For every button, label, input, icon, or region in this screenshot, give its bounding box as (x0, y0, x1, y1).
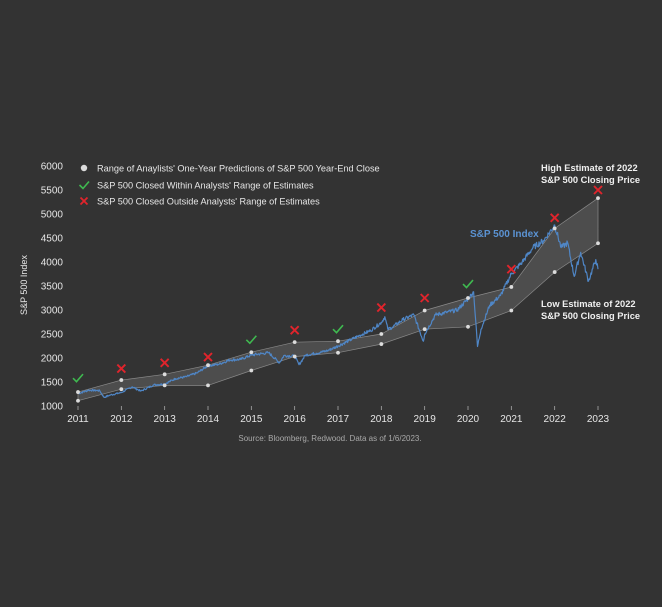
y-tick-label: 6000 (41, 162, 64, 173)
x-tick-label: 2021 (500, 414, 523, 425)
outside-range-cross-icon (116, 363, 127, 374)
high-estimate-dot (596, 196, 600, 201)
high-estimate-dot (552, 226, 557, 231)
x-tick-label: 2014 (197, 414, 220, 425)
x-tick-label: 2017 (327, 414, 350, 425)
x-tick-label: 2013 (154, 414, 177, 425)
high-estimate-dot (509, 285, 514, 289)
outside-range-cross-icon (506, 264, 517, 274)
within-range-check-icon (462, 279, 474, 289)
low-estimate-dot (249, 368, 254, 373)
high-estimate-dot (292, 340, 297, 345)
source-note: Source: Bloomberg, Redwood. Data as of 1… (238, 434, 421, 443)
outside-range-cross-icon (593, 185, 603, 195)
outside-range-cross-icon (419, 293, 430, 303)
legend-cross-icon (79, 196, 89, 206)
x-tick-label: 2015 (240, 414, 263, 425)
low-estimate-dot (379, 342, 384, 346)
outcome-marker-layer (72, 185, 603, 383)
x-tick-label: 2022 (544, 414, 567, 425)
low-estimate-dot (466, 324, 470, 329)
y-tick-label: 4500 (41, 234, 64, 245)
x-tick-label: 2019 (414, 414, 437, 425)
y-tick-label: 1000 (41, 402, 64, 413)
legend-outside-label: S&P 500 Closed Outside Analysts' Range o… (97, 197, 320, 207)
high-estimate-dot (76, 390, 80, 394)
high-estimate-label-line2: S&P 500 Closing Price (541, 175, 640, 185)
low-estimate-dot (119, 387, 124, 392)
legend-range-label: Range of Anaylists' One-Year Predictions… (97, 164, 380, 174)
high-estimate-dot (119, 378, 124, 382)
outside-range-cross-icon (289, 325, 300, 335)
low-estimate-dot (422, 327, 427, 332)
high-estimate-label-line1: High Estimate of 2022 (541, 163, 638, 173)
high-estimate-dot (336, 339, 340, 344)
high-estimate-dot (379, 332, 384, 336)
x-tick-label: 2020 (457, 414, 480, 425)
high-estimate-dot (422, 308, 427, 313)
x-tick-label: 2012 (110, 414, 133, 425)
y-axis-title: S&P 500 Index (19, 255, 29, 315)
legend-check-icon (78, 180, 90, 190)
low-estimate-dot (292, 354, 297, 359)
y-tick-label: 5000 (41, 210, 64, 221)
high-estimate-dot (249, 350, 254, 355)
low-estimate-dot (206, 383, 210, 388)
low-estimate-dot (76, 398, 80, 403)
y-tick-label: 5500 (41, 186, 64, 197)
y-tick-label: 2000 (41, 354, 64, 365)
outside-range-cross-icon (159, 358, 170, 368)
series-label: S&P 500 Index (470, 229, 539, 240)
low-estimate-dot (509, 308, 514, 313)
high-estimate-dot (466, 296, 470, 300)
within-range-check-icon (332, 324, 344, 334)
estimate-dot-layer (76, 196, 600, 403)
low-estimate-dot (162, 383, 167, 388)
y-tick-label: 1500 (41, 378, 64, 389)
chart-frame (0, 148, 662, 454)
outside-range-cross-icon (376, 302, 387, 313)
x-tick-label: 2016 (284, 414, 307, 425)
x-tick-label: 2018 (370, 414, 393, 425)
low-estimate-label-line2: S&P 500 Closing Price (541, 311, 640, 321)
y-tick-label: 4000 (41, 258, 64, 269)
low-estimate-dot (552, 270, 557, 274)
low-estimate-dot (336, 350, 340, 355)
high-estimate-dot (162, 372, 167, 377)
axis-layer: 1000 1500 2000 2500 3000 3500 4000 4500 5000 5500… (41, 162, 610, 426)
x-tick-label: 2011 (67, 414, 89, 425)
legend-within-label: S&P 500 Closed Within Analysts' Range of… (97, 181, 314, 191)
y-tick-label: 3500 (41, 282, 64, 293)
within-range-check-icon (245, 335, 257, 345)
outside-range-cross-icon (549, 213, 560, 223)
y-tick-label: 3000 (41, 306, 64, 317)
low-estimate-dot (596, 241, 600, 246)
low-estimate-label-line1: Low Estimate of 2022 (541, 299, 636, 309)
legend: Range of Anaylists' One-Year Predictions… (78, 164, 380, 207)
y-tick-label: 2500 (41, 330, 64, 341)
legend-dot-icon (80, 164, 88, 172)
x-tick-label: 2023 (587, 414, 610, 425)
within-range-check-icon (72, 373, 84, 383)
outside-range-cross-icon (203, 352, 213, 362)
high-estimate-dot (206, 363, 210, 368)
